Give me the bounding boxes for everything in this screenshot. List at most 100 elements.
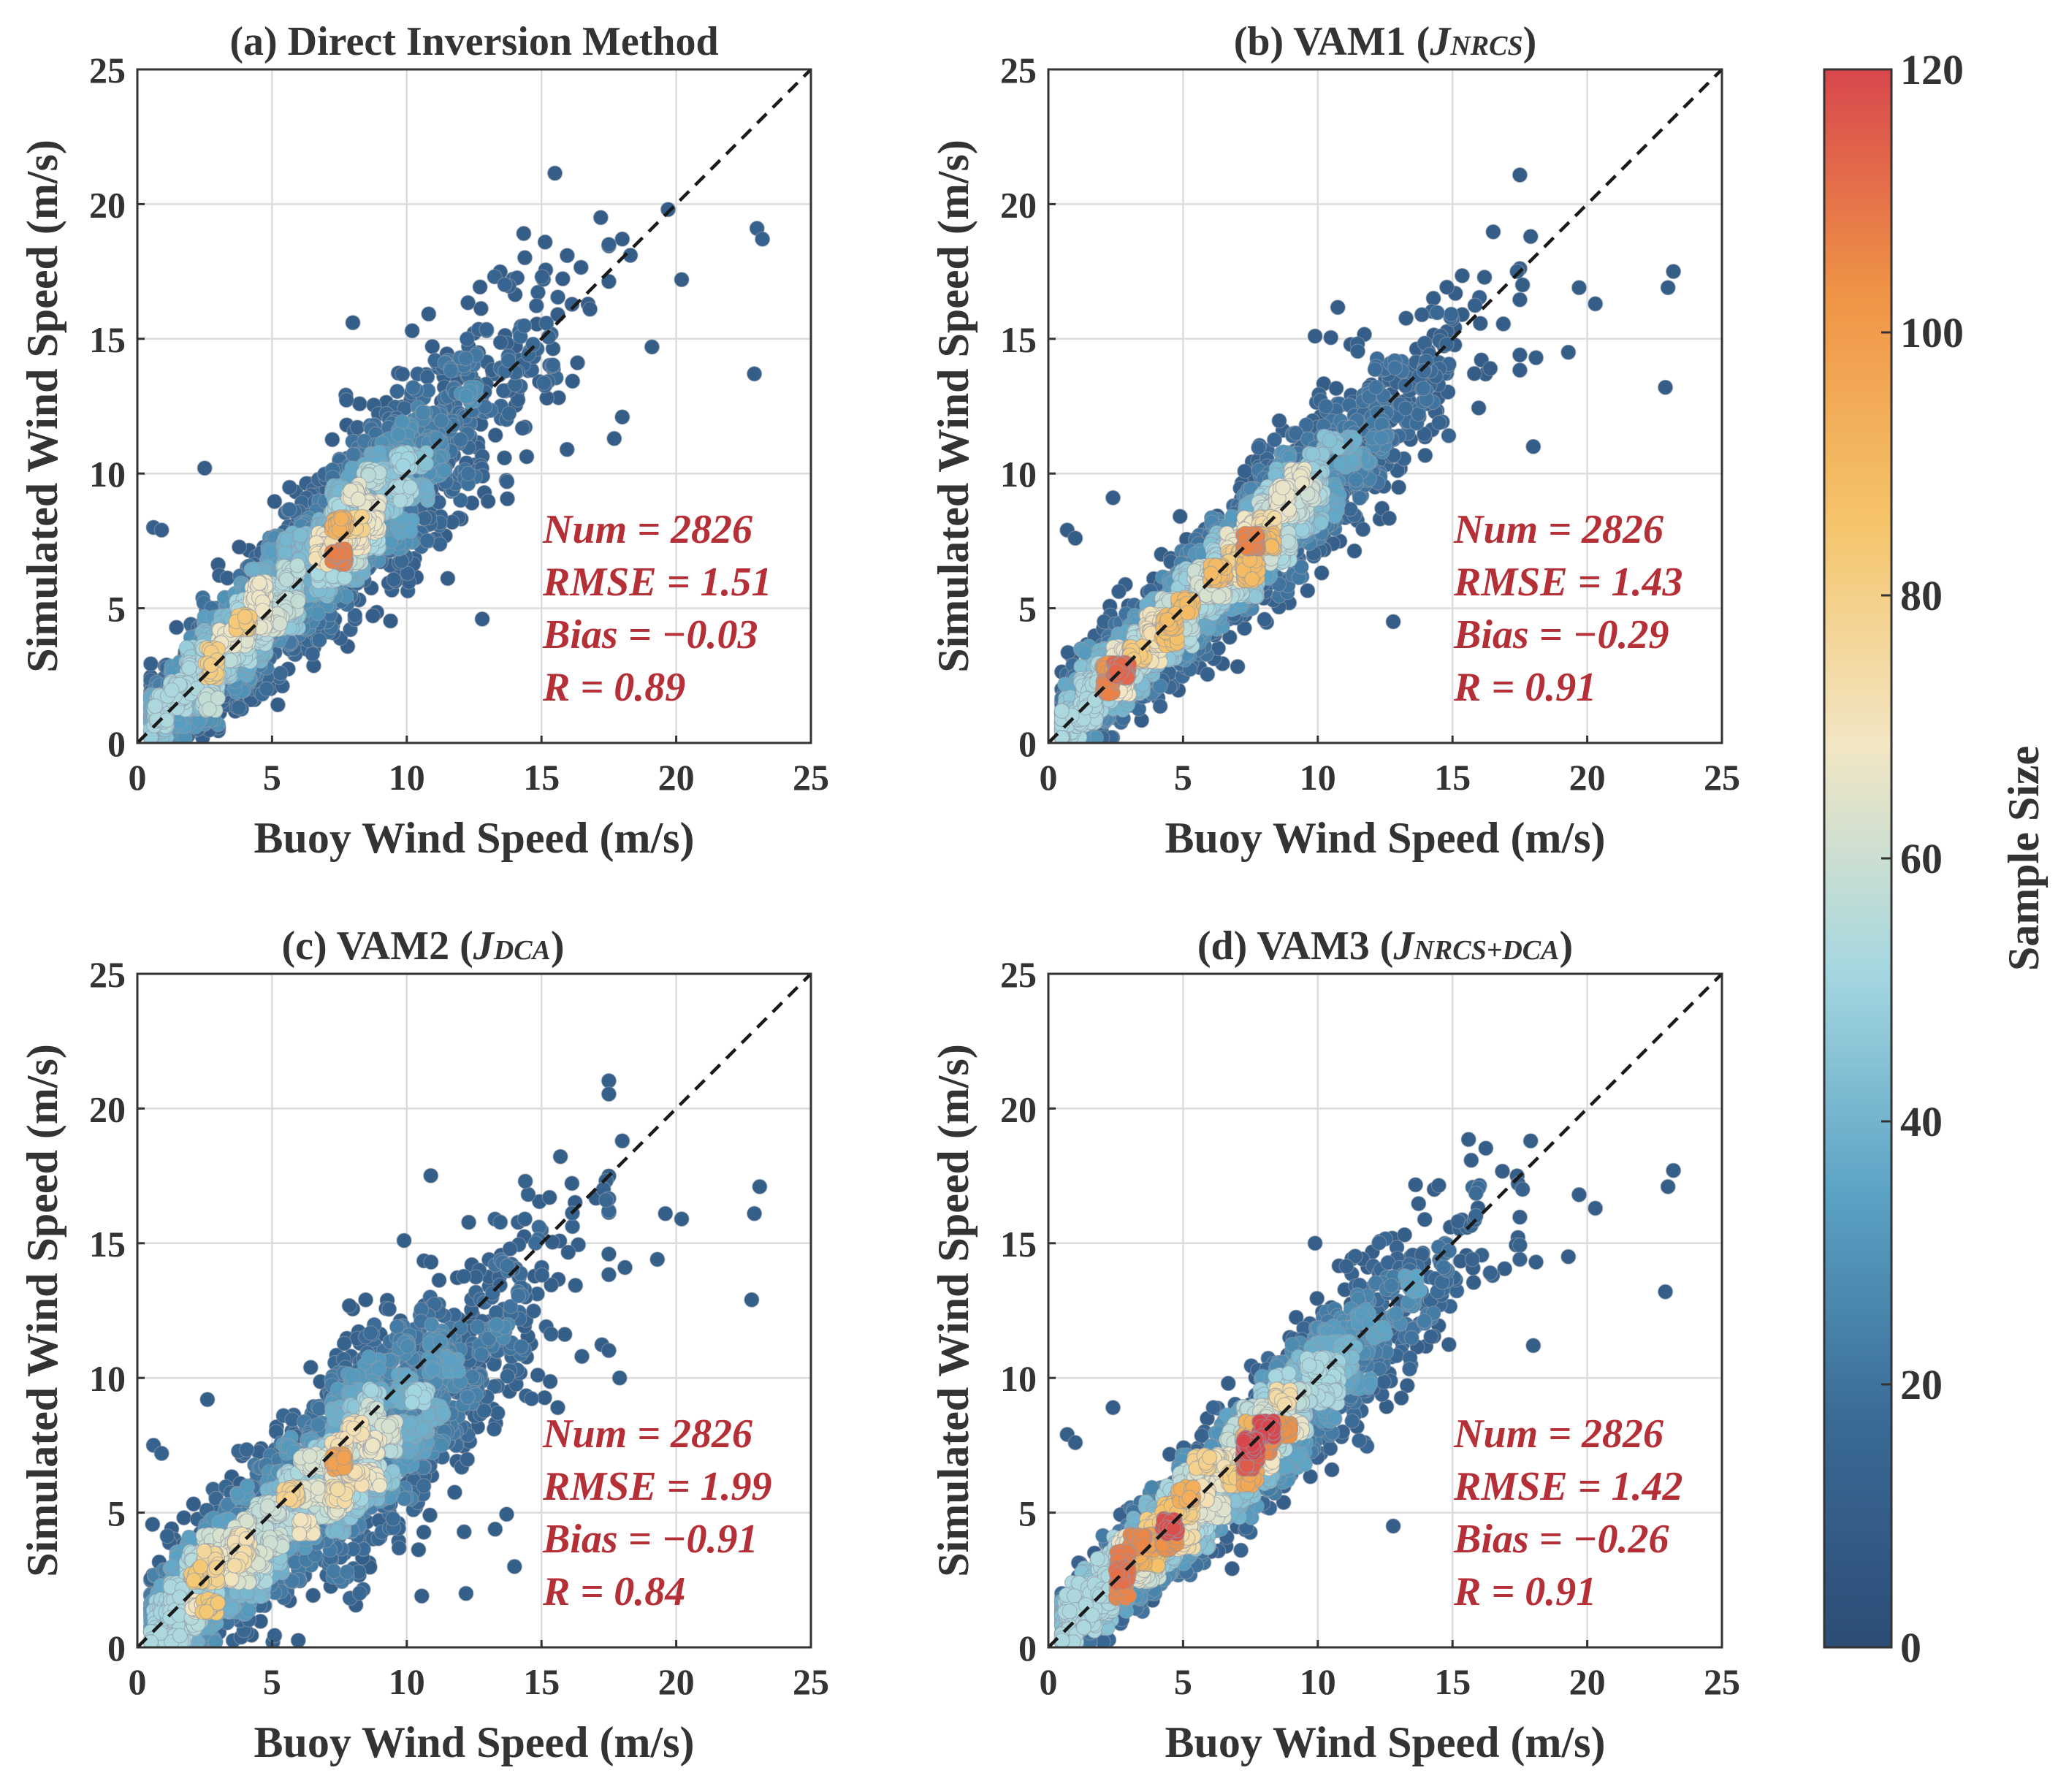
scatter-point [1314, 565, 1330, 581]
scatter-point [338, 392, 354, 408]
scatter-point [674, 272, 690, 288]
panel-a-y-tick: 0 [107, 723, 126, 764]
scatter-point [606, 430, 622, 446]
scatter-point [289, 557, 305, 573]
scatter-point [1414, 307, 1430, 323]
scatter-point [1443, 306, 1460, 322]
panel-a-x-tick: 5 [263, 757, 281, 798]
scatter-point [565, 373, 581, 389]
scatter-point [164, 682, 180, 698]
scatter-point [660, 202, 677, 218]
scatter-point [573, 259, 589, 275]
scatter-point [1230, 658, 1246, 675]
scatter-point [1381, 510, 1398, 527]
scatter-point [311, 632, 327, 648]
scatter-point [1429, 305, 1445, 321]
scatter-point [497, 277, 513, 293]
scatter-point [270, 697, 286, 713]
scatter-point [290, 593, 306, 609]
scatter-point [1152, 678, 1168, 694]
scatter-point [559, 441, 575, 457]
panel-a-stat-r: R = 0.89 [542, 665, 685, 710]
scatter-point [1514, 277, 1531, 293]
scatter-point [1348, 472, 1364, 488]
scatter-point [474, 611, 490, 628]
scatter-point [1509, 264, 1525, 280]
scatter-point [1431, 414, 1447, 431]
scatter-point [1257, 611, 1273, 628]
scatter-point [1666, 264, 1682, 280]
scatter-point [1495, 316, 1512, 332]
scatter-point [237, 609, 253, 625]
scatter-point [517, 250, 533, 266]
scatter-point [405, 379, 422, 396]
scatter-point [267, 493, 283, 510]
scatter-point [554, 271, 571, 287]
scatter-point [231, 700, 247, 716]
scatter-point [1293, 559, 1309, 575]
scatter-point [382, 613, 399, 629]
scatter-point [1313, 515, 1329, 531]
scatter-point [1354, 521, 1371, 538]
scatter-point [614, 409, 630, 425]
scatter-point [259, 681, 275, 697]
scatter-point [516, 318, 533, 334]
scatter-point [487, 269, 503, 285]
panel-a-y-tick: 25 [89, 50, 126, 91]
scatter-point [1211, 589, 1227, 605]
scatter-point [402, 479, 419, 495]
scatter-point [273, 666, 289, 682]
scatter-point [1373, 430, 1390, 446]
scatter-point [1251, 440, 1267, 456]
scatter-point [536, 375, 552, 391]
scatter-point [210, 690, 226, 706]
scatter-point [452, 492, 469, 508]
panel-a-stat-rmse: RMSE = 1.51 [542, 560, 772, 605]
scatter-point [142, 656, 159, 672]
panel-a-y-ticks: 0 5 10 15 20 25 [89, 50, 145, 764]
panel-a-stats: Num = 2826 RMSE = 1.51 Bias = −0.03 R = … [542, 507, 772, 710]
scatter-point [1105, 489, 1121, 506]
scatter-point [281, 501, 297, 518]
scatter-point [1349, 343, 1366, 359]
scatter-point [1560, 344, 1577, 360]
scatter-point [1512, 362, 1528, 378]
scatter-point [1067, 530, 1083, 546]
scatter-point [499, 491, 516, 507]
panel-a-x-tick: 0 [129, 757, 147, 798]
scatter-point [1660, 280, 1676, 296]
scatter-point [1387, 360, 1403, 376]
scatter-point [549, 289, 566, 305]
scatter-point [345, 315, 361, 331]
panel-a-points [142, 165, 771, 743]
panel-a-title: (a) Direct Inversion Method [229, 19, 718, 64]
scatter-point [1466, 365, 1482, 381]
scatter-point [537, 234, 553, 250]
scatter-point [153, 522, 169, 538]
scatter-point [197, 460, 213, 476]
scatter-point [754, 231, 771, 247]
scatter-point [1415, 381, 1431, 397]
scatter-point [347, 607, 363, 623]
scatter-point [1522, 229, 1539, 245]
scatter-point [436, 462, 452, 478]
scatter-point [281, 479, 297, 495]
scatter-point [614, 231, 630, 247]
scatter-point [1318, 398, 1334, 414]
scatter-point [360, 467, 376, 484]
scatter-point [424, 338, 441, 354]
scatter-point [1385, 614, 1401, 630]
scatter-point [1512, 347, 1528, 363]
panel-a-stat-num: Num = 2826 [542, 507, 752, 552]
scatter-point [569, 355, 586, 371]
scatter-point [231, 539, 248, 555]
scatter-point [386, 571, 402, 587]
panel-a-stat-bias: Bias = −0.03 [542, 612, 758, 657]
scatter-point [601, 273, 617, 289]
scatter-point [746, 366, 763, 382]
scatter-point [538, 315, 554, 331]
scatter-point [443, 362, 459, 378]
scatter-point [337, 569, 353, 586]
scatter-point [1512, 167, 1528, 183]
